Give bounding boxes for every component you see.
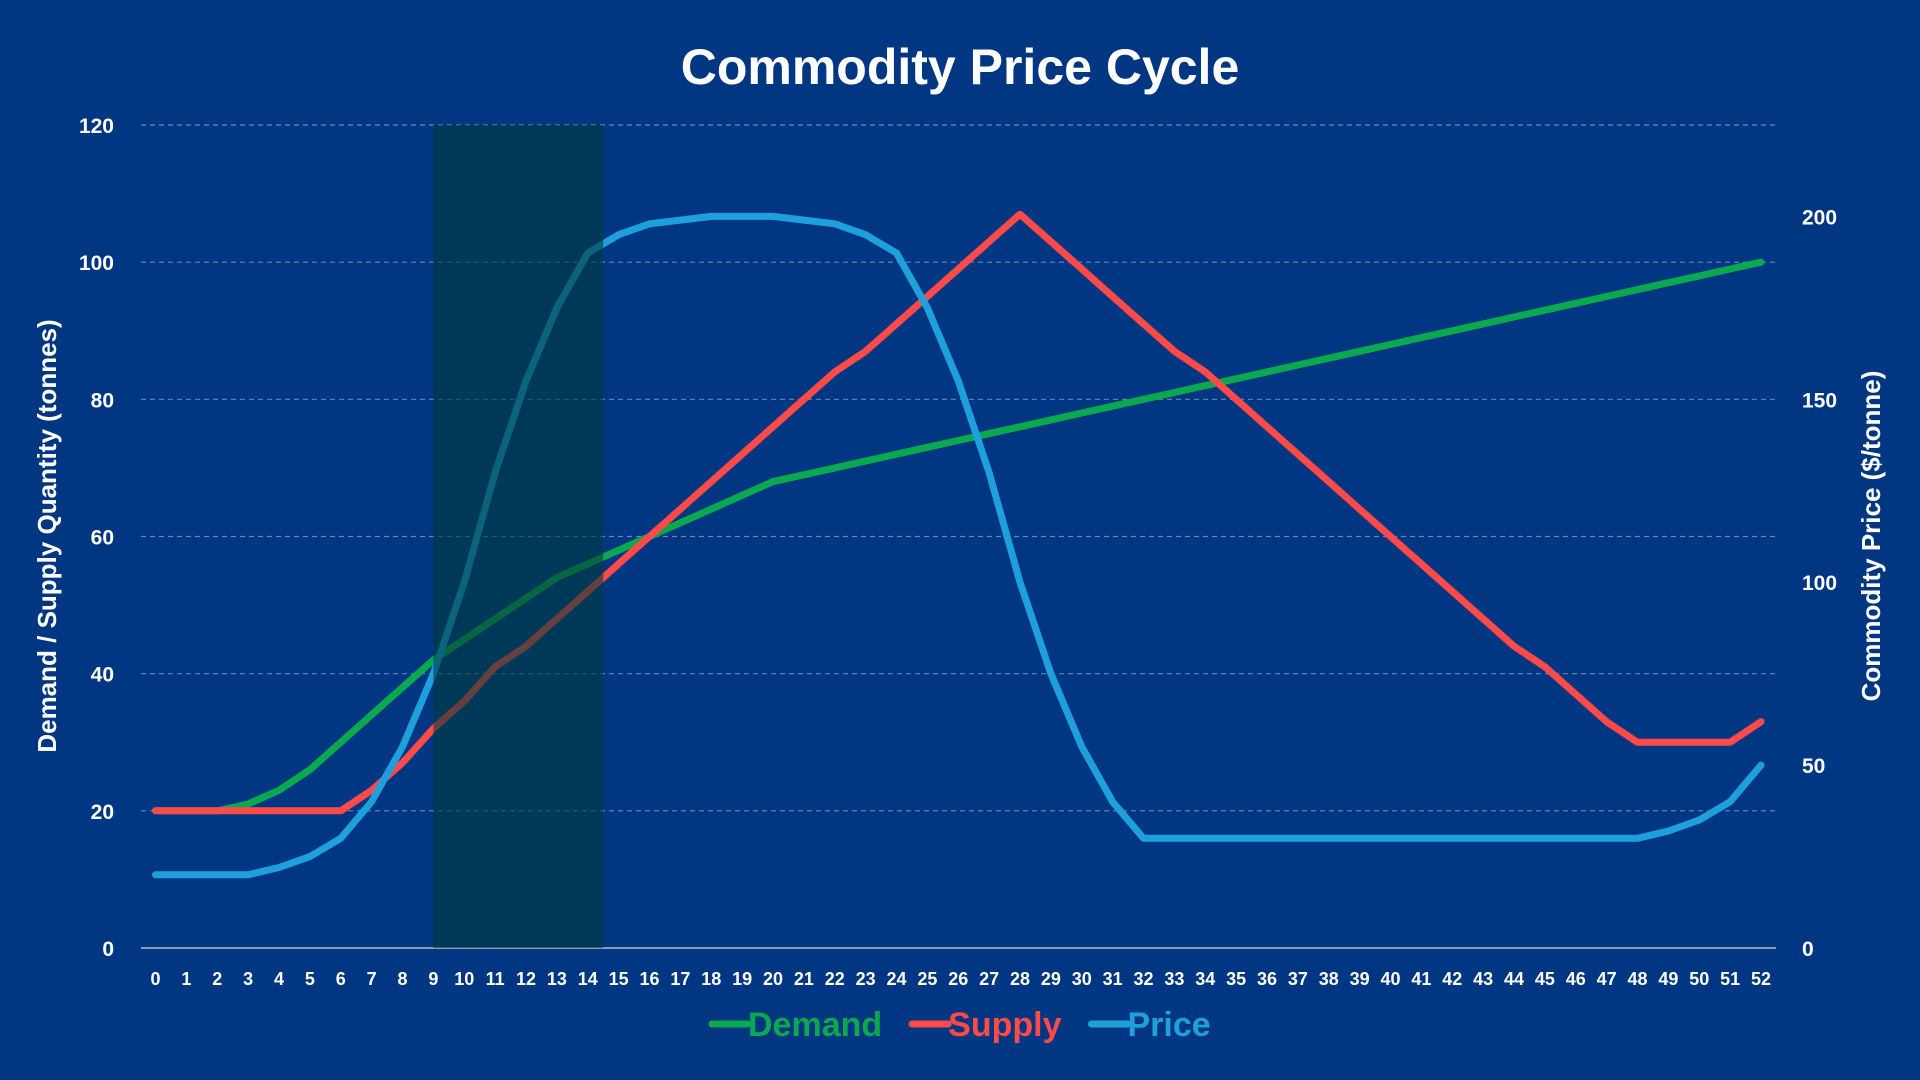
x-tick-label: 7	[367, 969, 377, 989]
x-tick-label: 9	[428, 969, 438, 989]
x-tick-label: 46	[1566, 969, 1586, 989]
x-tick-label: 25	[917, 969, 937, 989]
legend-item-demand[interactable]: Demand	[708, 1006, 882, 1044]
x-tick-label: 43	[1473, 969, 1493, 989]
x-tick-label: 35	[1226, 969, 1246, 989]
highlight-region	[433, 125, 604, 948]
y2-axis-label: Commodity Price ($/tonne)	[1856, 371, 1886, 702]
x-tick-label: 30	[1072, 969, 1092, 989]
x-tick-label: 39	[1350, 969, 1370, 989]
x-tick-label: 18	[701, 969, 721, 989]
x-tick-label: 28	[1010, 969, 1030, 989]
x-tick-label: 24	[886, 969, 906, 989]
x-tick-label: 16	[639, 969, 659, 989]
x-tick-label: 29	[1041, 969, 1061, 989]
x-tick-label: 22	[825, 969, 845, 989]
x-tick-label: 23	[856, 969, 876, 989]
y2-tick-label: 50	[1802, 755, 1825, 778]
x-tick-label: 51	[1720, 969, 1740, 989]
x-tick-label: 36	[1257, 969, 1277, 989]
y2-tick-label: 200	[1802, 206, 1837, 229]
x-tick-label: 40	[1380, 969, 1400, 989]
x-tick-label: 38	[1319, 969, 1339, 989]
x-tick-label: 49	[1658, 969, 1678, 989]
x-tick-label: 5	[305, 969, 315, 989]
chart-title: Commodity Price Cycle	[681, 39, 1240, 95]
y-axis-label: Demand / Supply Quantity (tonnes)	[32, 319, 62, 752]
x-tick-label: 1	[181, 969, 191, 989]
x-tick-label: 50	[1689, 969, 1709, 989]
x-tick-label: 12	[516, 969, 536, 989]
legend-item-supply[interactable]: Supply	[908, 1006, 1062, 1044]
x-tick-label: 17	[670, 969, 690, 989]
x-tick-label: 26	[948, 969, 968, 989]
x-tick-label: 52	[1751, 969, 1771, 989]
x-tick-label: 21	[794, 969, 814, 989]
y-tick-label: 0	[102, 938, 114, 961]
x-tick-label: 13	[547, 969, 567, 989]
x-tick-label: 8	[397, 969, 407, 989]
x-tick-label: 15	[609, 969, 629, 989]
legend-label: Demand	[748, 1006, 882, 1044]
y-tick-label: 60	[91, 527, 114, 550]
y-tick-label: 120	[79, 115, 114, 138]
x-tick-label: 47	[1597, 969, 1617, 989]
x-tick-label: 32	[1133, 969, 1153, 989]
x-tick-label: 20	[763, 969, 783, 989]
x-tick-label: 14	[578, 969, 598, 989]
x-tick-label: 19	[732, 969, 752, 989]
x-tick-label: 31	[1103, 969, 1123, 989]
x-tick-label: 37	[1288, 969, 1308, 989]
legend-item-price[interactable]: Price	[1087, 1006, 1211, 1044]
x-tick-label: 44	[1504, 969, 1524, 989]
y-tick-label: 80	[91, 389, 114, 412]
y2-tick-label: 0	[1802, 938, 1814, 961]
y-tick-label: 40	[91, 664, 114, 687]
x-tick-label: 45	[1535, 969, 1555, 989]
x-tick-label: 48	[1627, 969, 1647, 989]
x-tick-label: 2	[212, 969, 222, 989]
x-tick-label: 3	[243, 969, 253, 989]
x-tick-label: 0	[150, 969, 160, 989]
x-tick-label: 41	[1411, 969, 1431, 989]
x-tick-label: 33	[1164, 969, 1184, 989]
x-tick-label: 11	[486, 969, 505, 989]
y-tick-label: 100	[79, 252, 114, 275]
x-tick-label: 27	[979, 969, 999, 989]
legend-label: Supply	[948, 1006, 1061, 1044]
legend-label: Price	[1127, 1006, 1210, 1044]
y-tick-label: 20	[91, 801, 114, 824]
y2-tick-label: 100	[1802, 572, 1837, 595]
x-tick-label: 34	[1195, 969, 1215, 989]
y2-tick-label: 150	[1802, 389, 1837, 412]
x-tick-label: 10	[454, 969, 474, 989]
x-tick-label: 6	[336, 969, 346, 989]
x-tick-label: 4	[274, 969, 284, 989]
x-tick-label: 42	[1442, 969, 1462, 989]
